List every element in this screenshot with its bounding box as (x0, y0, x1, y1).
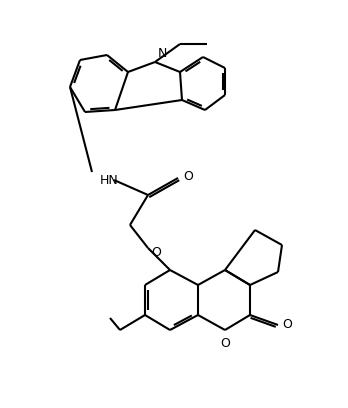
Text: O: O (183, 171, 193, 184)
Text: N: N (158, 47, 167, 60)
Text: O: O (282, 317, 292, 330)
Text: O: O (151, 246, 161, 259)
Text: O: O (220, 337, 230, 350)
Text: HN: HN (100, 173, 119, 186)
